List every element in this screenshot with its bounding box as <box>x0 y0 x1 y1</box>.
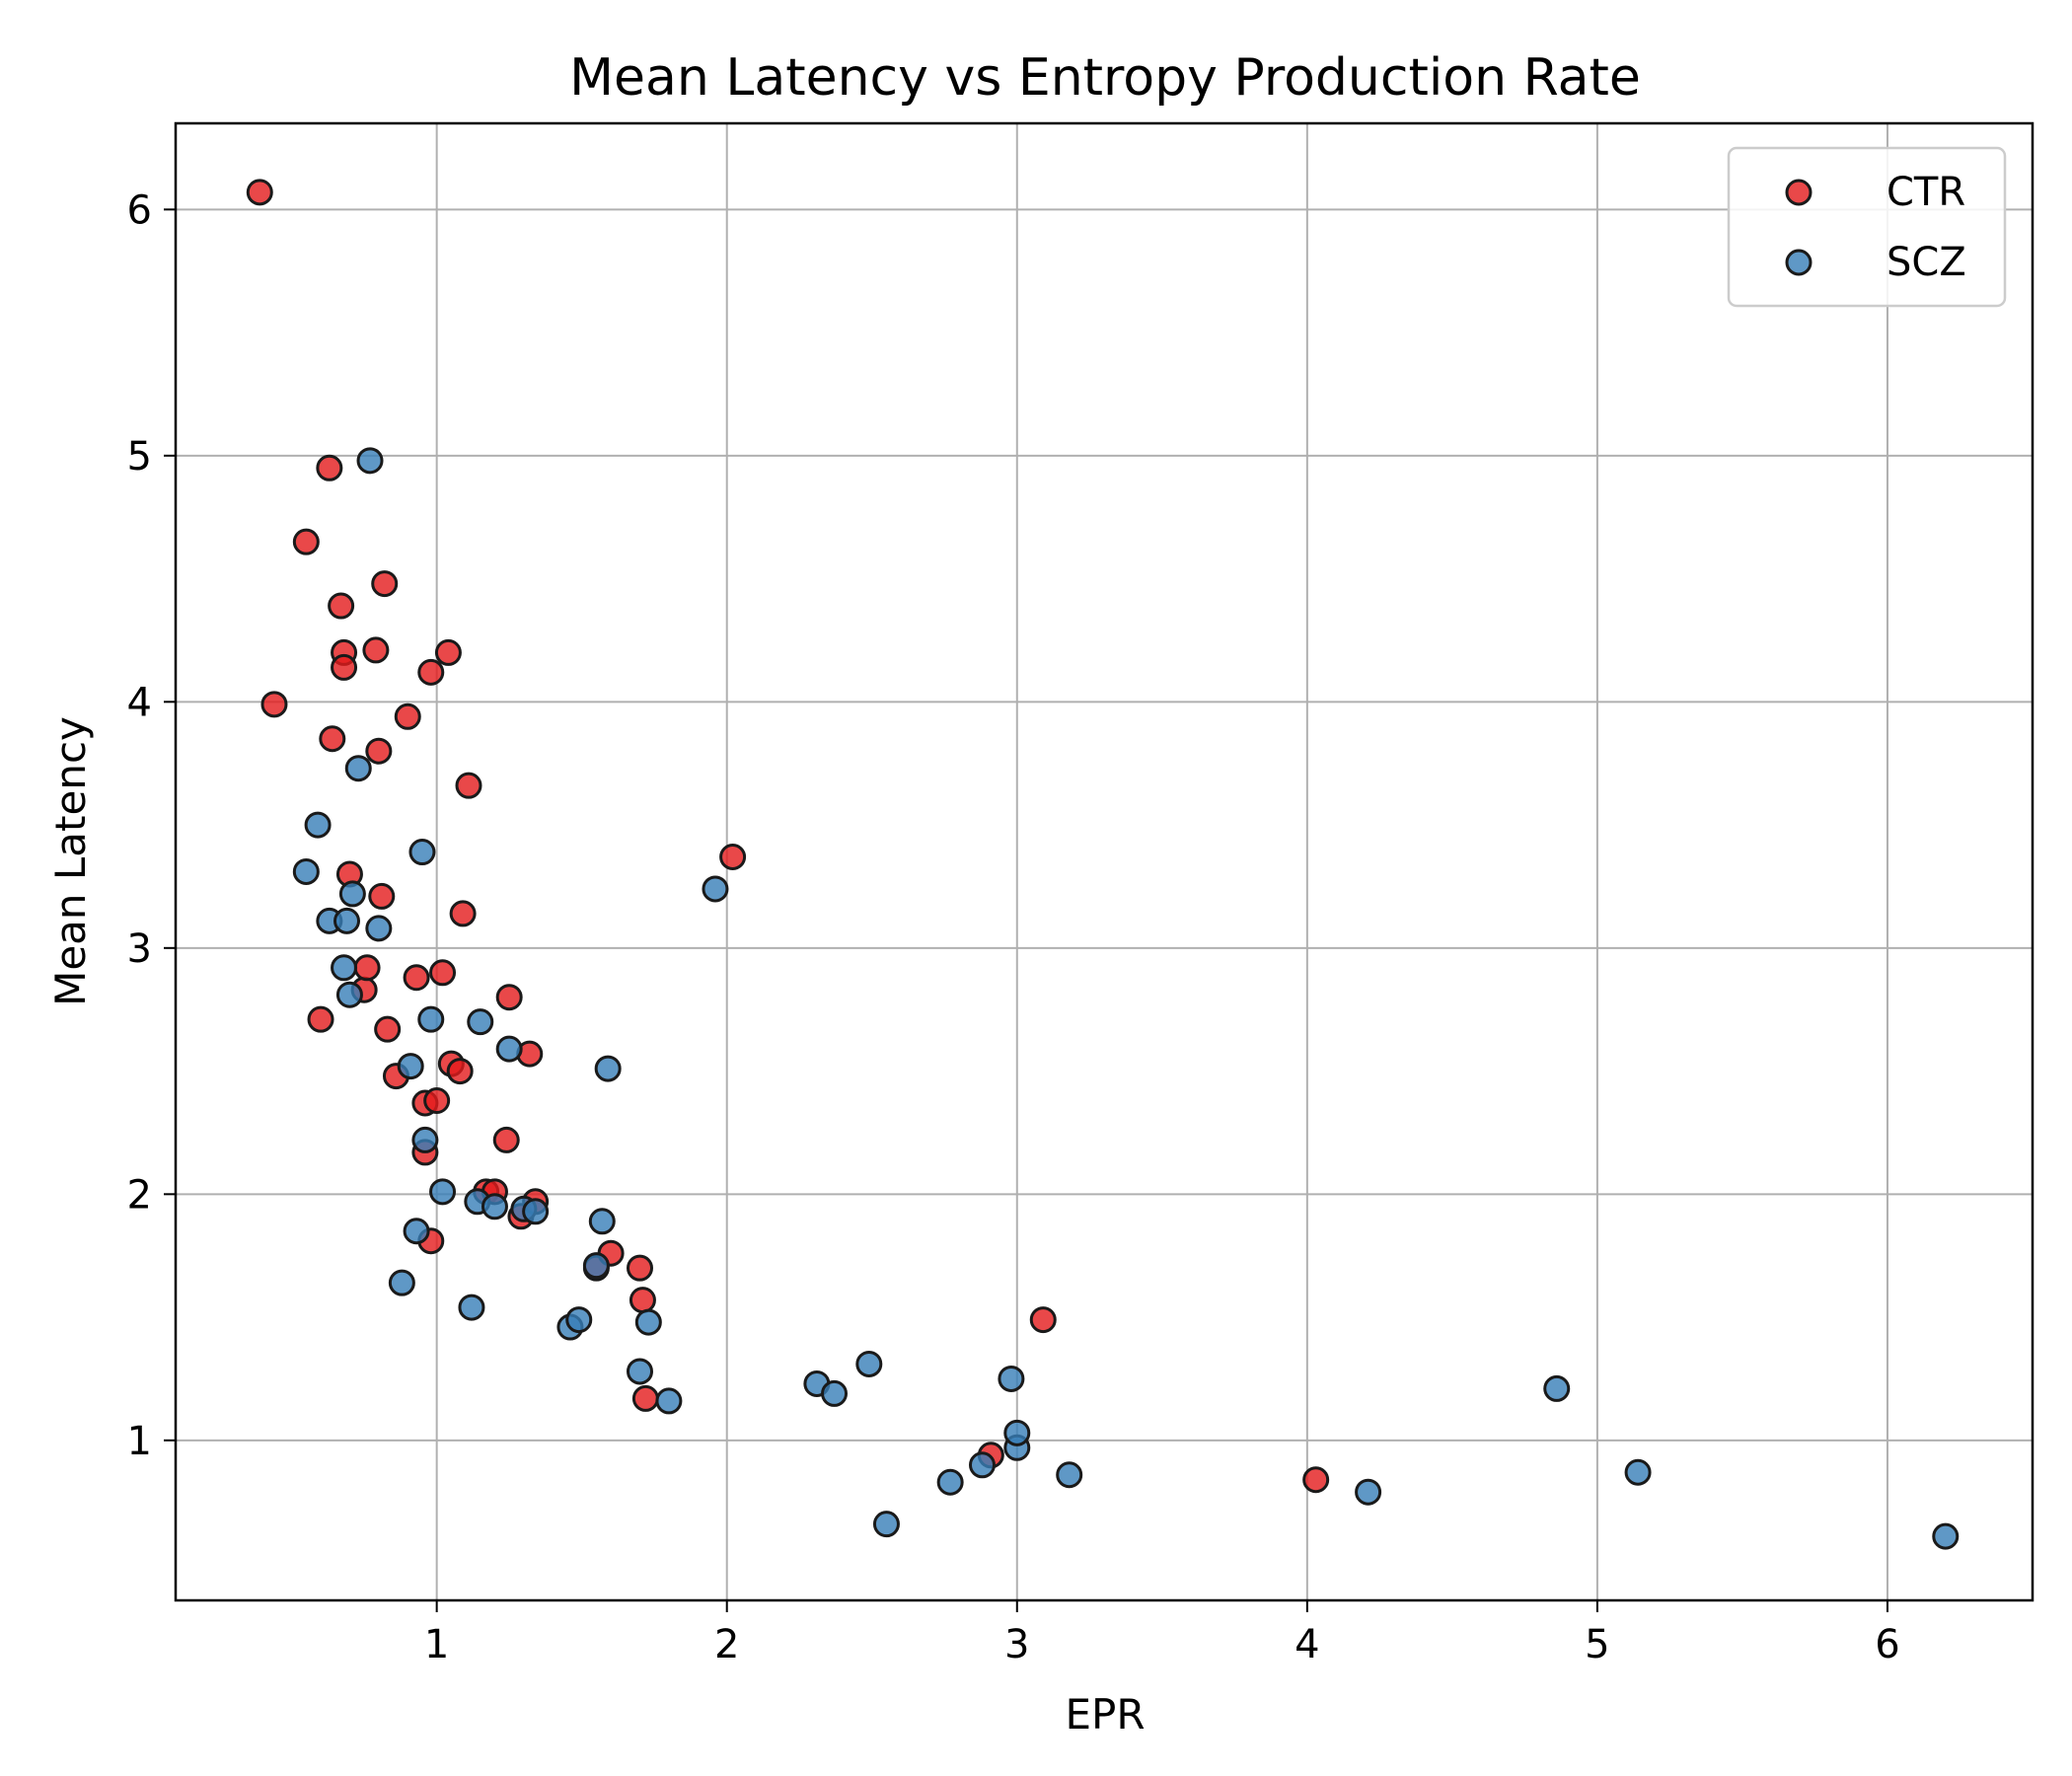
point-ctr <box>365 737 393 765</box>
y-tick-label: 6 <box>127 187 152 233</box>
point-scz <box>968 1451 996 1479</box>
chart-title: Mean Latency vs Entropy Production Rate <box>569 48 1641 108</box>
point-scz <box>304 811 332 839</box>
legend-marker-ctr <box>1785 179 1813 206</box>
point-ctr <box>423 1087 451 1115</box>
point-ctr <box>629 1287 656 1314</box>
x-tick-label: 1 <box>424 1622 449 1667</box>
x-tick-label: 4 <box>1295 1622 1319 1667</box>
point-scz <box>655 1387 683 1415</box>
y-tick-label: 3 <box>127 926 152 972</box>
point-scz <box>855 1350 883 1377</box>
point-scz <box>388 1269 415 1296</box>
x-tick-label: 2 <box>714 1622 739 1667</box>
point-scz <box>872 1511 900 1538</box>
legend-marker-scz <box>1785 249 1813 276</box>
y-tick-label: 5 <box>127 434 152 480</box>
point-scz <box>408 839 436 866</box>
y-tick-label: 2 <box>127 1172 152 1218</box>
point-ctr <box>260 691 288 718</box>
point-scz <box>1624 1458 1652 1486</box>
point-ctr <box>368 882 396 910</box>
point-ctr <box>1029 1306 1057 1334</box>
point-ctr <box>1302 1466 1330 1494</box>
point-ctr <box>455 772 482 799</box>
point-scz <box>417 1005 445 1033</box>
y-tick-label: 1 <box>127 1419 152 1464</box>
point-scz <box>998 1365 1025 1392</box>
point-ctr <box>292 528 320 555</box>
point-ctr <box>434 638 462 666</box>
point-scz <box>397 1053 424 1080</box>
point-scz <box>344 755 372 782</box>
data-points <box>246 179 1960 1550</box>
legend: CTR SCZ <box>1727 146 2007 308</box>
point-scz <box>331 954 358 982</box>
point-ctr <box>429 959 457 987</box>
point-ctr <box>328 592 355 620</box>
point-scz <box>634 1308 662 1336</box>
point-ctr <box>371 570 399 598</box>
point-ctr <box>449 900 477 927</box>
point-ctr <box>362 636 390 664</box>
point-ctr <box>446 1058 474 1085</box>
point-scz <box>1355 1478 1382 1506</box>
point-scz <box>403 1218 430 1245</box>
point-ctr <box>374 1015 402 1043</box>
point-scz <box>292 857 320 885</box>
point-scz <box>495 1035 523 1063</box>
x-tick-label: 5 <box>1585 1622 1609 1667</box>
point-scz <box>458 1294 485 1321</box>
point-ctr <box>403 964 430 992</box>
point-scz <box>1003 1419 1031 1446</box>
point-scz <box>467 1008 494 1036</box>
point-scz <box>481 1193 508 1221</box>
point-ctr <box>353 954 381 982</box>
point-scz <box>702 875 729 903</box>
point-scz <box>565 1306 593 1334</box>
point-ctr <box>394 703 421 730</box>
point-ctr <box>246 179 273 206</box>
y-axis-label: Mean Latency <box>46 716 95 1006</box>
point-scz <box>821 1379 849 1407</box>
point-ctr <box>417 658 445 686</box>
point-ctr <box>719 844 747 871</box>
point-scz <box>365 915 393 942</box>
legend-label-scz: SCZ <box>1887 240 1966 285</box>
axis-ticks: 1 2 3 4 5 6 1 2 3 4 5 6 <box>127 187 1900 1667</box>
point-ctr <box>495 984 523 1011</box>
point-ctr <box>331 653 358 681</box>
point-ctr <box>627 1254 653 1282</box>
point-scz <box>594 1055 622 1082</box>
x-tick-label: 3 <box>1004 1622 1029 1667</box>
point-scz <box>335 981 363 1008</box>
point-scz <box>936 1468 964 1496</box>
point-scz <box>338 880 366 908</box>
y-tick-label: 4 <box>127 680 152 725</box>
legend-label-ctr: CTR <box>1887 170 1965 215</box>
point-scz <box>429 1178 457 1206</box>
point-ctr <box>319 725 346 753</box>
point-scz <box>588 1208 616 1235</box>
point-scz <box>333 907 360 934</box>
point-scz <box>627 1358 653 1385</box>
point-ctr <box>307 1005 334 1033</box>
point-scz <box>1543 1374 1571 1402</box>
point-ctr <box>631 1384 659 1412</box>
x-tick-label: 6 <box>1875 1622 1899 1667</box>
point-scz <box>411 1126 439 1153</box>
point-scz <box>582 1252 610 1280</box>
point-scz <box>356 447 384 475</box>
point-ctr <box>316 454 343 481</box>
plot-frame <box>174 121 2035 1602</box>
point-scz <box>1056 1461 1083 1489</box>
point-scz <box>1932 1522 1960 1550</box>
point-ctr <box>492 1126 520 1153</box>
x-axis-label: EPR <box>1065 1690 1145 1739</box>
point-scz <box>522 1198 550 1225</box>
